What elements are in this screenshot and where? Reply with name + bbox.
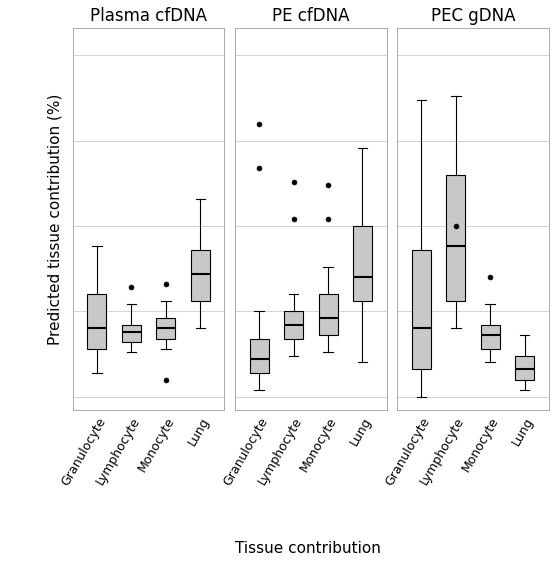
- PathPatch shape: [122, 325, 141, 342]
- PathPatch shape: [446, 175, 465, 301]
- Title: Plasma cfDNA: Plasma cfDNA: [90, 7, 207, 25]
- Title: PEC gDNA: PEC gDNA: [431, 7, 515, 25]
- PathPatch shape: [156, 318, 175, 338]
- PathPatch shape: [284, 311, 303, 338]
- Y-axis label: Predicted tissue contribution (%): Predicted tissue contribution (%): [48, 93, 62, 345]
- PathPatch shape: [319, 294, 338, 335]
- PathPatch shape: [250, 338, 269, 373]
- PathPatch shape: [480, 325, 500, 349]
- PathPatch shape: [353, 226, 372, 301]
- PathPatch shape: [515, 356, 534, 379]
- PathPatch shape: [191, 250, 210, 301]
- PathPatch shape: [87, 294, 106, 349]
- Text: Tissue contribution: Tissue contribution: [235, 541, 381, 556]
- PathPatch shape: [412, 250, 431, 369]
- Title: PE cfDNA: PE cfDNA: [272, 7, 349, 25]
